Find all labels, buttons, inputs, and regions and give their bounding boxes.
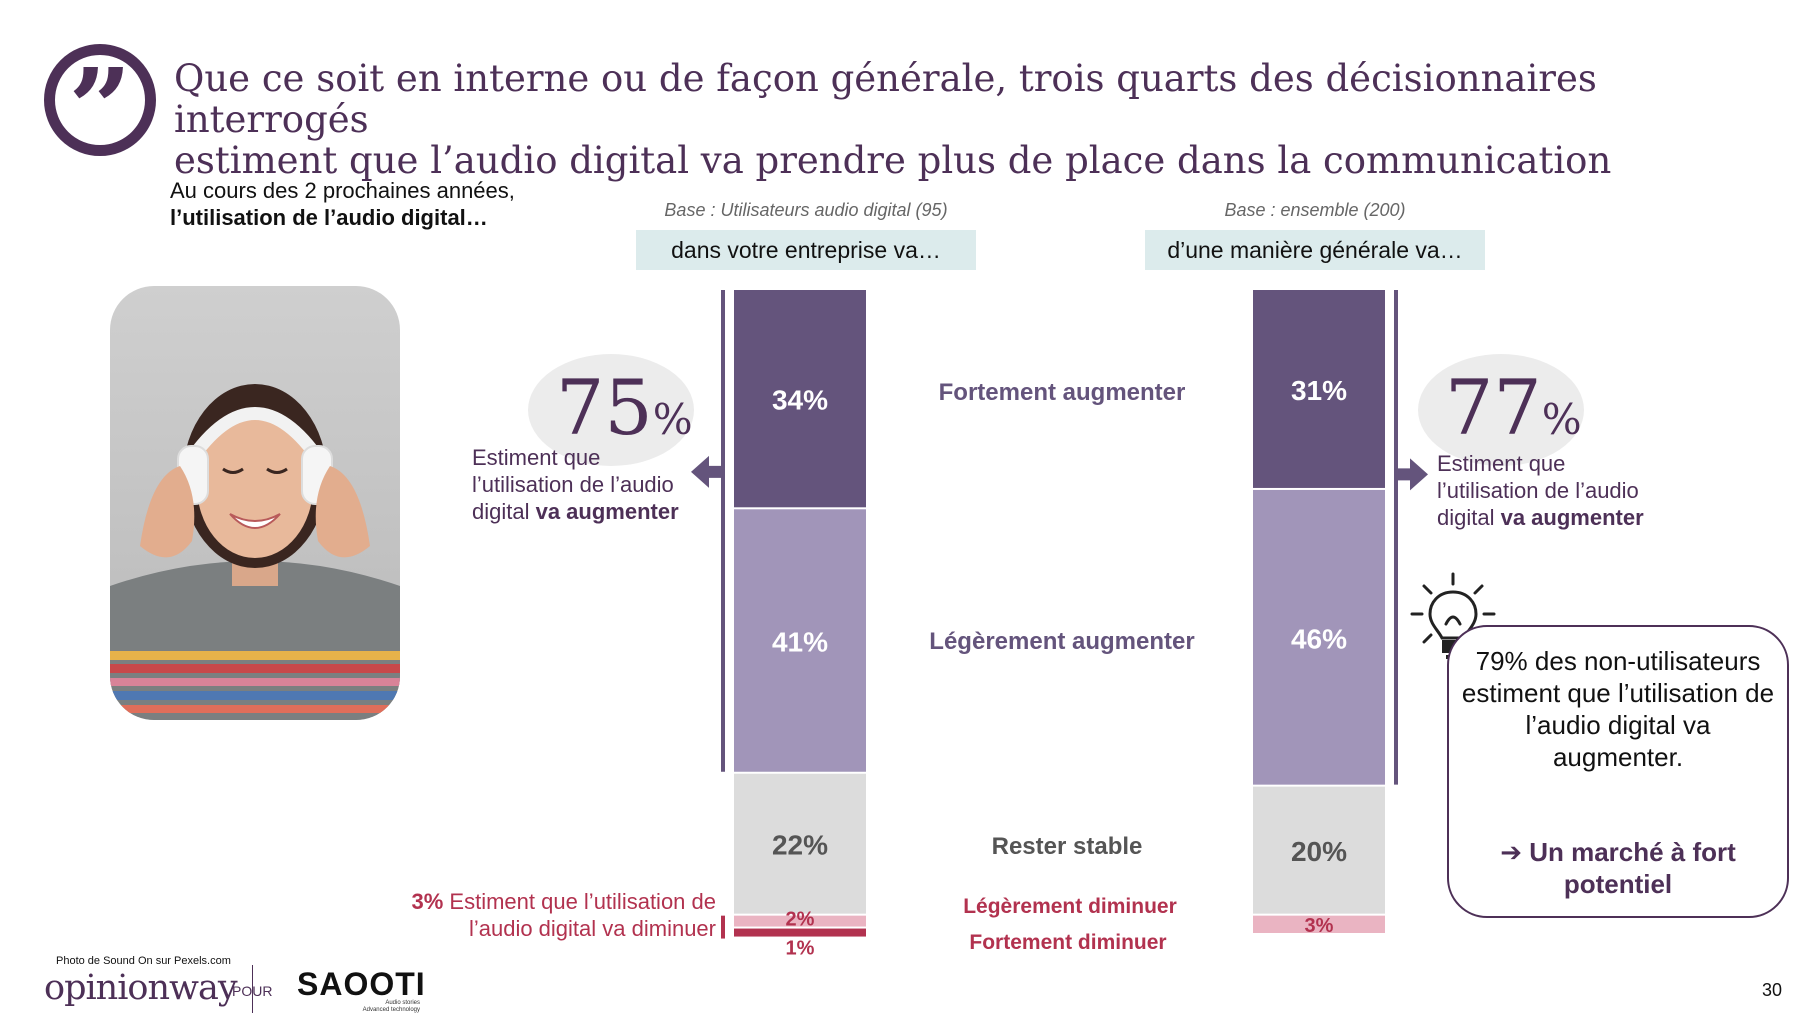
right-summary-pct: 77%	[1445, 363, 1582, 452]
left-summary-text: Estiment que l’utilisation de l’audio di…	[472, 445, 679, 524]
callout-text: 79% des non-utilisateurs estiment que l’…	[1461, 646, 1775, 772]
arrow-left-icon	[691, 455, 723, 488]
photo-credit: Photo de Sound On sur Pexels.com	[56, 955, 231, 967]
category-label-stable: Rester stable	[991, 833, 1143, 860]
right-pct-blob	[1418, 354, 1584, 466]
left-base-note: Base : Utilisateurs audio digital (95)	[664, 200, 948, 220]
saooti-tagline: Audio stories Advanced technology	[362, 1000, 420, 1013]
left-decrease-note: 3% Estiment que l’utilisation de l’audio…	[411, 889, 717, 941]
bar-label-entreprise-strong-up: 34%	[772, 385, 828, 416]
opinionway-logo: opinionway	[44, 968, 238, 1008]
right-summary-text: Estiment que l’utilisation de l’audio di…	[1437, 451, 1644, 530]
bar-label-entreprise-stable: 22%	[772, 830, 828, 861]
arrow-right-icon	[1396, 458, 1428, 491]
page-title-line-1: Que ce soit en interne ou de façon génér…	[174, 57, 1597, 141]
logo-divider	[252, 965, 253, 1013]
bar-label-general-slight-down: 3%	[1305, 915, 1334, 937]
page-title: Que ce soit en interne ou de façon génér…	[174, 58, 1734, 181]
bar-segment-entreprise-slight-down	[734, 915, 866, 927]
bar-segment-entreprise-strong-down	[734, 928, 866, 937]
page-title-line-2: estiment que l’audio digital va prendre …	[174, 139, 1612, 182]
saooti-logo: SAOOTI	[297, 966, 426, 1002]
bar-segment-general-slight-down	[1253, 915, 1385, 933]
bar-label-general-stable: 20%	[1291, 836, 1347, 867]
category-label-strong-down: Fortement diminuer	[969, 931, 1167, 954]
bar-label-general-strong-up: 31%	[1291, 375, 1347, 406]
left-column-header: dans votre entreprise va…	[636, 230, 976, 270]
intro-line-1: Au cours des 2 prochaines années,	[170, 178, 515, 203]
headphones-photo	[110, 286, 400, 720]
category-label-slight-up: Légèrement augmenter	[929, 628, 1195, 655]
right-column-header: d’une manière générale va…	[1145, 230, 1485, 270]
callout-box	[1447, 625, 1789, 918]
bar-segment-general-stable	[1253, 786, 1385, 914]
intro-line-2: l’utilisation de l’audio digital…	[170, 205, 488, 230]
bar-segment-entreprise-stable	[734, 773, 866, 914]
bar-label-entreprise-slight-up: 41%	[772, 627, 828, 658]
bar-label-entreprise-slight-down: 2%	[786, 909, 815, 931]
right-base-note: Base : ensemble (200)	[1224, 200, 1406, 220]
category-label-slight-down: Légèrement diminuer	[963, 895, 1177, 918]
bar-segment-entreprise-slight-up	[734, 509, 866, 772]
quote-glyph: ”	[68, 44, 132, 173]
category-label-strong-up: Fortement augmenter	[938, 379, 1186, 406]
bar-segment-general-strong-up	[1253, 290, 1385, 488]
bar-label-entreprise-strong-down: 1%	[786, 938, 815, 960]
bar-segment-entreprise-strong-up	[734, 290, 866, 508]
intro-text: Au cours des 2 prochaines années, l’util…	[170, 177, 610, 231]
left-summary-pct: 75%	[556, 363, 693, 452]
bar-segment-general-slight-up	[1253, 489, 1385, 785]
callout-strong: ➔ Un marché à fort potentiel	[1500, 837, 1736, 899]
bar-label-general-slight-up: 46%	[1291, 623, 1347, 654]
quote-icon	[44, 44, 156, 156]
left-pct-blob	[528, 354, 694, 466]
page-number: 30	[1762, 980, 1783, 1000]
